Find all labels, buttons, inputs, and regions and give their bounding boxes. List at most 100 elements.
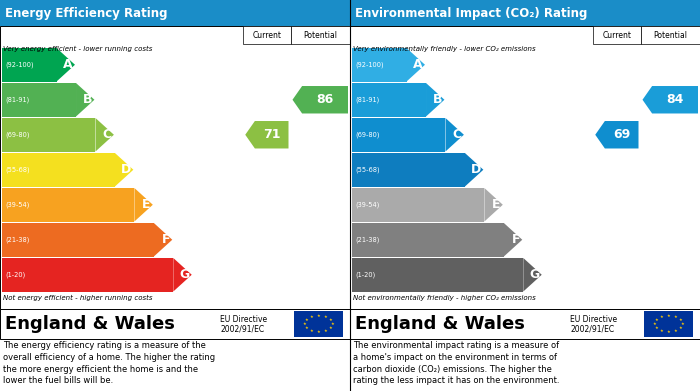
Bar <box>352 48 407 81</box>
Polygon shape <box>465 153 484 187</box>
Bar <box>2 188 134 221</box>
Bar <box>350 309 700 339</box>
Text: C: C <box>453 128 462 141</box>
Text: ★: ★ <box>678 326 682 330</box>
Polygon shape <box>245 121 288 149</box>
Bar <box>594 26 641 44</box>
Text: Current: Current <box>603 30 631 39</box>
Text: (81-91): (81-91) <box>5 97 29 103</box>
Text: Very energy efficient - lower running costs: Very energy efficient - lower running co… <box>3 46 153 52</box>
Bar <box>0 309 350 339</box>
Bar <box>2 118 95 151</box>
Polygon shape <box>426 83 444 117</box>
Text: 86: 86 <box>316 93 334 106</box>
Bar <box>0 26 350 309</box>
Bar <box>294 311 343 337</box>
Text: ★: ★ <box>666 330 671 334</box>
Text: 71: 71 <box>263 128 281 141</box>
Bar <box>244 26 290 44</box>
Text: Current: Current <box>253 30 281 39</box>
Text: 84: 84 <box>666 93 684 106</box>
Text: ★: ★ <box>328 318 332 322</box>
Text: ★: ★ <box>653 322 657 326</box>
Polygon shape <box>643 86 698 113</box>
Text: ★: ★ <box>316 314 321 317</box>
Text: ★: ★ <box>303 322 307 326</box>
Polygon shape <box>504 223 522 256</box>
Text: ★: ★ <box>680 322 684 326</box>
Bar <box>350 26 700 309</box>
Text: ★: ★ <box>323 329 327 333</box>
Text: EU Directive: EU Directive <box>220 315 267 324</box>
Text: England & Wales: England & Wales <box>5 315 175 333</box>
Text: Energy Efficiency Rating: Energy Efficiency Rating <box>5 7 167 20</box>
Text: 69: 69 <box>613 128 630 141</box>
Text: (69-80): (69-80) <box>355 131 379 138</box>
Text: ★: ★ <box>660 315 664 319</box>
Text: (92-100): (92-100) <box>355 61 384 68</box>
Text: (39-54): (39-54) <box>355 201 379 208</box>
Text: (55-68): (55-68) <box>355 167 379 173</box>
Text: (1-20): (1-20) <box>355 271 375 278</box>
Text: ★: ★ <box>673 329 677 333</box>
Polygon shape <box>524 258 542 292</box>
Text: 2002/91/EC: 2002/91/EC <box>570 325 615 334</box>
Text: Not energy efficient - higher running costs: Not energy efficient - higher running co… <box>3 295 153 301</box>
Bar <box>640 26 700 44</box>
Text: (1-20): (1-20) <box>5 271 25 278</box>
Text: ★: ★ <box>310 315 314 319</box>
Text: ★: ★ <box>660 329 664 333</box>
Bar <box>352 83 426 117</box>
Polygon shape <box>95 118 114 151</box>
Bar <box>2 153 115 187</box>
Text: Very environmentally friendly - lower CO₂ emissions: Very environmentally friendly - lower CO… <box>353 46 536 52</box>
Polygon shape <box>595 121 638 149</box>
Bar <box>2 83 76 117</box>
Text: Potential: Potential <box>653 30 687 39</box>
Text: ★: ★ <box>310 329 314 333</box>
Bar <box>352 258 524 292</box>
Polygon shape <box>484 188 503 221</box>
Text: F: F <box>512 233 520 246</box>
Text: (92-100): (92-100) <box>5 61 34 68</box>
Text: (21-38): (21-38) <box>355 237 379 243</box>
Polygon shape <box>76 83 94 117</box>
Text: ★: ★ <box>330 322 334 326</box>
Text: 2002/91/EC: 2002/91/EC <box>220 325 265 334</box>
Text: ★: ★ <box>328 326 332 330</box>
Text: ★: ★ <box>673 315 677 319</box>
Text: E: E <box>492 198 500 211</box>
Text: D: D <box>121 163 132 176</box>
Text: ★: ★ <box>304 318 309 322</box>
Text: The energy efficiency rating is a measure of the
overall efficiency of a home. T: The energy efficiency rating is a measur… <box>3 341 215 386</box>
Text: A: A <box>413 58 423 71</box>
Bar <box>290 26 350 44</box>
Text: Potential: Potential <box>303 30 337 39</box>
Bar <box>352 223 504 256</box>
Polygon shape <box>154 223 172 256</box>
Text: England & Wales: England & Wales <box>355 315 525 333</box>
Polygon shape <box>115 153 134 187</box>
Text: Not environmentally friendly - higher CO₂ emissions: Not environmentally friendly - higher CO… <box>353 295 536 301</box>
Bar <box>2 48 57 81</box>
Polygon shape <box>407 48 425 81</box>
Polygon shape <box>445 118 464 151</box>
Bar <box>352 153 465 187</box>
Text: D: D <box>471 163 482 176</box>
Text: A: A <box>63 58 73 71</box>
Text: B: B <box>83 93 92 106</box>
Text: E: E <box>142 198 150 211</box>
Text: ★: ★ <box>654 326 659 330</box>
Polygon shape <box>174 258 192 292</box>
Polygon shape <box>293 86 348 113</box>
Bar <box>352 118 445 151</box>
Text: ★: ★ <box>678 318 682 322</box>
Polygon shape <box>0 0 350 26</box>
Bar <box>644 311 693 337</box>
Text: The environmental impact rating is a measure of
a home's impact on the environme: The environmental impact rating is a mea… <box>353 341 559 386</box>
Text: ★: ★ <box>316 330 321 334</box>
Text: B: B <box>433 93 442 106</box>
Text: EU Directive: EU Directive <box>570 315 617 324</box>
Bar <box>2 223 154 256</box>
Text: F: F <box>162 233 170 246</box>
